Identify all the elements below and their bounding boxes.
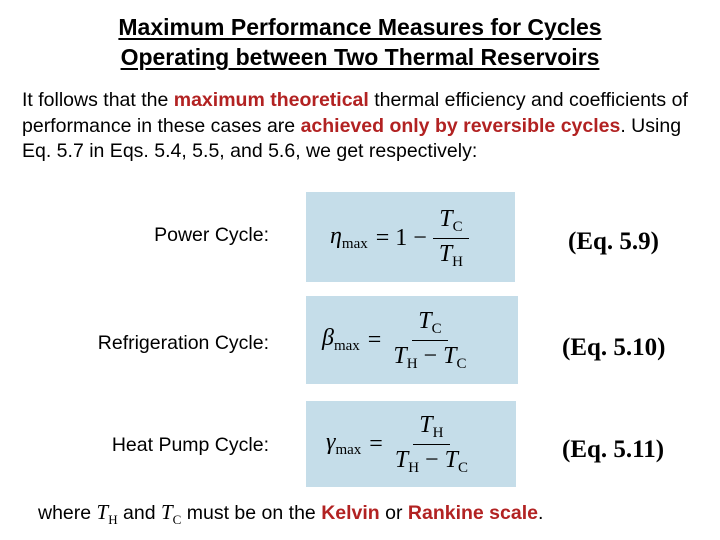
slide-title: Maximum Performance Measures for Cycles … [0,12,720,72]
power-cycle-label: Power Cycle: [154,224,269,246]
denominator-th: T [393,342,407,369]
intro-text-2: thermal efficiency and coefficients of p… [22,89,688,137]
equation-number-5-9: (Eq. 5.9) [568,228,659,255]
th-letter: T [96,500,109,524]
numerator-sub: C [431,320,442,337]
intro-text-3: . Using Eq. 5.7 in Eqs. 5.4, 5.5, and 5.… [22,114,682,163]
footer-text-2: and [117,502,161,524]
max-subscript: max [335,442,362,458]
denominator-sub: H [452,253,464,270]
denominator-sub-c: C [456,355,467,372]
refrigeration-fraction: TC TH − TC [387,308,472,373]
power-fraction: TC TH [433,206,469,271]
tc-letter: T [160,500,173,524]
numerator-sub: C [452,218,463,235]
title-line-2: Operating between Two Thermal Reservoirs [120,44,600,70]
beta-symbol: β [322,325,334,351]
numerator-t: T [439,205,453,232]
denominator-tc: T [444,446,458,473]
refrigeration-cycle-formula: βmax = TC TH − TC [322,303,472,377]
footer-text-3: must be on the [181,502,322,524]
denominator-t: T [438,240,453,267]
gamma-symbol: γ [326,429,336,455]
intro-paragraph: It follows that the maximum theoretical … [22,88,702,165]
equals-sign: = [369,430,383,457]
footer-note: where TH and TC must be on the Kelvin or… [38,500,543,528]
footer-text-1: where [38,502,97,524]
footer-highlight-kelvin: Kelvin [321,502,380,524]
numerator-sub: H [432,424,444,441]
heat-pump-fraction: TH TH − TC [389,412,474,477]
equation-number-5-10: (Eq. 5.10) [562,334,666,361]
footer-text-5: . [537,502,544,524]
denominator-tc: T [443,342,457,369]
th-subscript: H [108,512,118,527]
temperature-cold: TC [160,500,182,527]
denominator-sub-h: H [406,355,418,372]
power-cycle-formula-box [306,192,515,282]
equals-one-minus: = 1 − [375,224,427,251]
denominator-sub-h: H [408,459,420,476]
footer-highlight-rankine: Rankine scale [407,502,538,524]
max-subscript: max [341,236,368,252]
power-cycle-formula: ηmax = 1 − TC TH [330,200,469,276]
max-subscript: max [333,338,360,354]
equation-number-5-11: (Eq. 5.11) [562,436,665,463]
intro-highlight-2: achieved only by reversible cycles [300,114,621,137]
denominator-sub-c: C [457,459,468,476]
minus-sign: − [423,342,438,369]
intro-text-1: It follows that the [22,89,174,111]
heat-pump-cycle-label: Heat Pump Cycle: [111,434,269,456]
eta-symbol: η [330,223,342,249]
temperature-hot: TH [96,500,118,527]
refrigeration-cycle-formula-box [306,296,518,384]
footer-text-4: or [379,502,408,524]
heat-pump-cycle-formula-box [306,401,516,487]
equals-sign: = [367,326,382,353]
title-line-1: Maximum Performance Measures for Cycles [118,14,602,40]
numerator-t: T [419,411,433,438]
numerator-t: T [418,307,432,334]
heat-pump-cycle-formula: γmax = TH TH − TC [326,407,474,481]
intro-highlight-1: maximum theoretical [173,89,369,111]
minus-sign: − [425,446,439,473]
refrigeration-cycle-label: Refrigeration Cycle: [97,332,269,354]
tc-subscript: C [172,512,182,527]
denominator-th: T [394,446,409,473]
